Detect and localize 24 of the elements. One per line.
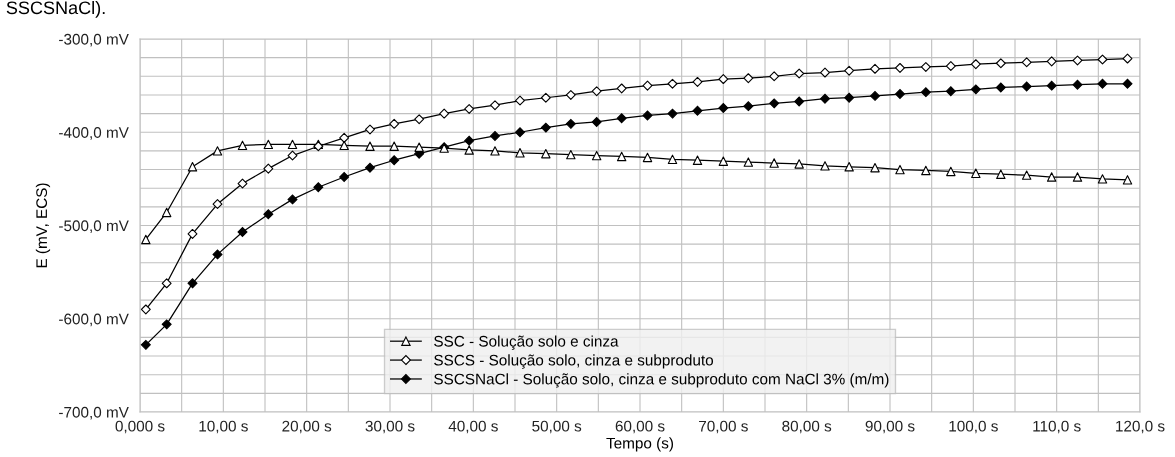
x-tick-label: 0,000 s bbox=[115, 420, 165, 434]
x-tick-label: 30,00 s bbox=[365, 420, 415, 434]
y-tick-label: -500,0 mV bbox=[59, 220, 129, 233]
y-tick-label: -700,0 mV bbox=[59, 406, 129, 420]
legend-label: SSC - Solução solo e cinza bbox=[434, 335, 619, 350]
text: SSCSNaCl). bbox=[6, 0, 105, 18]
y-tick-label: -300,0 mV bbox=[59, 33, 129, 47]
x-tick-label: 120,0 s bbox=[1116, 420, 1165, 434]
x-tick-label: 110,0 s bbox=[1033, 420, 1081, 434]
legend-label: SSCS - Solução solo, cinza e subproduto bbox=[434, 354, 714, 369]
legend-label: SSCSNaCl - Solução solo, cinza e subproduto com NaCl 3% (m/m) bbox=[434, 373, 889, 388]
x-tick-label: 100,0 s bbox=[949, 420, 998, 434]
y-tick-label: -600,0 mV bbox=[59, 313, 129, 327]
x-tick-label: 40,00 s bbox=[448, 420, 498, 434]
x-tick-label: 90,00 s bbox=[865, 420, 915, 434]
x-axis-title: Tempo (s) bbox=[606, 437, 674, 452]
x-tick-label: 60,00 s bbox=[615, 420, 665, 434]
y-tick-label: -400,0 mV bbox=[59, 127, 129, 140]
x-tick-label: 20,00 s bbox=[282, 420, 332, 434]
x-tick-label: 50,00 s bbox=[532, 420, 582, 434]
y-axis-title: E (mV, ECS) bbox=[35, 183, 51, 268]
x-tick-label: 70,00 s bbox=[699, 420, 748, 434]
x-tick-label: 10,00 s bbox=[199, 420, 248, 434]
x-tick-label: 80,00 s bbox=[782, 420, 832, 434]
